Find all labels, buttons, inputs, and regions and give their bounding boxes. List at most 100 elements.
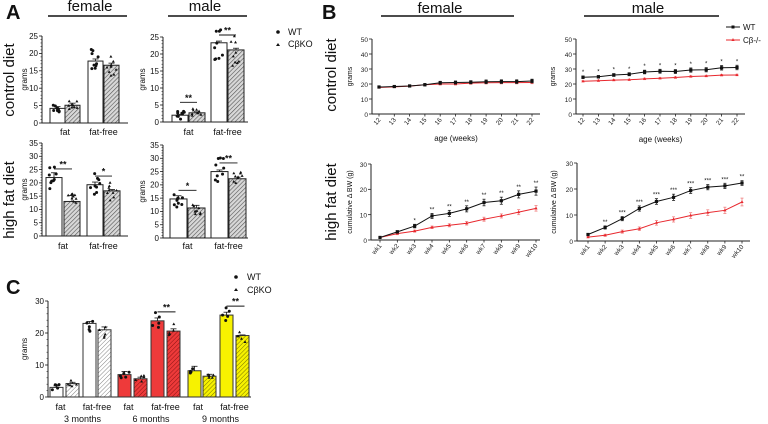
data-point: [175, 114, 179, 118]
data-point: [689, 68, 693, 72]
data-point: [85, 321, 89, 325]
data-point: [423, 83, 427, 87]
data-point: [90, 67, 94, 71]
y-axis-label: grams: [20, 178, 29, 200]
x-tick-label: wk5: [439, 242, 453, 256]
line-chart-B-male-control: 0 10 20 30 40 50 grams 12 13 14 15 16 17 18 19 20 21 22 ag…: [550, 37, 745, 144]
row-label-control-a: control diet: [1, 42, 18, 116]
significance-stars: *: [597, 70, 600, 76]
y-tick-label: 5: [34, 101, 39, 110]
data-point: [92, 192, 96, 196]
data-point: [193, 212, 197, 216]
y-tick-label: 10: [565, 97, 573, 104]
y-tick-label: 0: [40, 393, 45, 402]
data-point: [231, 64, 235, 67]
significance-stars: ***: [636, 200, 644, 206]
data-point: [218, 156, 222, 160]
y-tick-label: 15: [29, 67, 38, 76]
data-point: [447, 223, 451, 227]
bar-cβko: [202, 375, 217, 398]
bar-wt: [169, 198, 188, 239]
category-label: fat: [55, 402, 66, 412]
significance-stars: *: [613, 68, 616, 74]
data-point: [102, 336, 106, 339]
data-point: [48, 166, 52, 170]
data-point: [142, 373, 146, 377]
y-tick-label: 10: [566, 213, 574, 220]
data-point: [52, 109, 56, 113]
data-point: [740, 181, 744, 185]
x-tick-label: 12: [577, 116, 587, 126]
data-point: [191, 108, 195, 112]
data-point: [236, 334, 240, 338]
data-point: [620, 217, 624, 221]
x-tick-label: 12: [373, 116, 383, 126]
bar-wt: [150, 320, 165, 398]
bar-wt: [210, 171, 229, 239]
x-tick-label: wk7: [681, 243, 695, 257]
header-male-b: male: [632, 0, 665, 17]
data-point: [111, 59, 115, 63]
data-point: [192, 204, 196, 208]
data-point: [139, 374, 143, 378]
data-point: [243, 340, 247, 343]
x-tick-label: 14: [607, 116, 617, 126]
data-point: [67, 107, 71, 111]
y-tick-label: 20: [565, 82, 573, 89]
series-line-wt: [587, 182, 743, 235]
y-tick-label: 20: [150, 181, 159, 190]
y-tick-label: 10: [29, 205, 38, 214]
y-tick-label: 5: [155, 101, 160, 110]
x-tick-label: 20: [700, 116, 710, 126]
data-point: [74, 382, 78, 386]
y-tick-label: 20: [29, 179, 38, 188]
bar-chart-A-female-control: 0 5 10 15 20 25 grams fat fat-free: [20, 32, 128, 137]
significance-stars: ***: [653, 193, 661, 199]
data-point: [447, 211, 451, 215]
data-point: [53, 104, 57, 108]
legend-wt-label: WT: [247, 272, 261, 282]
data-point: [499, 199, 503, 203]
data-point: [89, 186, 93, 190]
bar-cβko: [103, 190, 121, 237]
data-point: [107, 184, 111, 188]
data-point: [233, 60, 237, 64]
data-point: [453, 80, 458, 85]
data-point: [586, 235, 590, 239]
header-female-a: female: [67, 0, 112, 15]
data-point: [534, 189, 538, 193]
data-point: [735, 65, 739, 70]
data-point: [469, 80, 473, 84]
data-point: [176, 196, 180, 200]
y-tick-label: 20: [29, 49, 38, 58]
significance-stars: *: [659, 63, 662, 69]
data-point: [115, 188, 119, 192]
bar-wt: [210, 42, 228, 123]
y-tick-label: 25: [29, 32, 38, 41]
data-point: [57, 109, 61, 113]
y-tick-label: 10: [150, 207, 159, 216]
data-point: [49, 181, 53, 185]
data-point: [704, 74, 708, 78]
data-point: [70, 384, 74, 388]
data-point: [654, 199, 659, 204]
series-line-ko: [379, 207, 537, 238]
legend-wt-label: WT: [288, 27, 302, 37]
data-point: [438, 81, 442, 85]
data-point: [97, 178, 101, 182]
data-point: [620, 229, 624, 233]
x-tick-label: 16: [638, 116, 648, 126]
y-tick-label: 20: [35, 329, 44, 338]
data-point: [217, 56, 221, 60]
y-axis-label: grams: [138, 68, 147, 90]
bar-cβko: [133, 378, 148, 398]
bar-cβko: [65, 383, 80, 398]
data-point: [96, 55, 100, 59]
data-point: [157, 321, 161, 325]
data-point: [75, 99, 79, 103]
data-point: [107, 70, 111, 73]
x-tick-label: wk6: [664, 243, 678, 257]
data-point: [207, 376, 211, 379]
significance-stars: **: [232, 297, 240, 307]
x-tick-label: 17: [449, 116, 459, 126]
